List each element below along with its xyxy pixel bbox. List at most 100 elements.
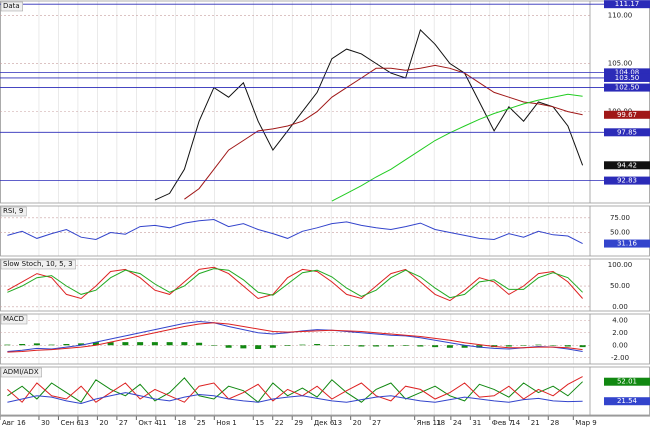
histogram-bar [550,345,557,346]
series-line [154,28,584,201]
plot-area [0,15,590,202]
y-tick-label: 4.00 [612,316,628,324]
y-tick-label: 2.00 [612,329,628,337]
y-tick-label: -2.00 [611,354,629,362]
last-value-tag [604,161,650,170]
histogram-bar [48,344,55,346]
x-tick-label: 15 [255,419,264,427]
histogram-bar [417,345,424,347]
level-tag [604,128,650,137]
x-tick-label: 13 [80,419,89,427]
y-tick-label: 75.00 [610,214,630,222]
level-label: 104.08 [615,68,640,76]
x-tick-label: Дек 6 [314,419,335,427]
last-value-label: 31.16 [617,240,638,248]
histogram-bar [535,344,542,346]
x-tick-label: 27 [372,419,381,427]
histogram-bar [107,342,114,346]
x-tick-label: 22 [275,419,284,427]
level-label: 97.85 [617,128,637,136]
pane-title-box [0,314,28,325]
series-line [7,266,583,302]
histogram-bar [269,345,276,348]
histogram-bar [299,344,306,346]
last-value-label: 94.42 [617,161,637,169]
pane-title-box [0,206,27,217]
histogram-bar [520,345,527,346]
histogram-bar [358,345,365,347]
level-label: 103.50 [615,74,640,82]
x-tick-label: 25 [197,419,206,427]
histogram-bar [314,344,321,346]
x-tick-label: 18 [436,419,445,427]
x-tick-label: 30 [41,419,50,427]
y-tick-label: 105.00 [608,60,633,68]
pane-title-box [0,259,76,270]
histogram-bar [166,342,173,346]
histogram-bar [432,345,439,348]
y-tick-label: 0.00 [612,341,628,349]
x-tick-label: Ноя 1 [216,419,236,427]
level-tag [604,73,650,82]
pane-title: ADMI/ADX [3,368,39,376]
last-value-tag [604,397,650,406]
histogram-bar [122,342,129,346]
level-label: 102.50 [615,84,640,92]
pane-title: MACD [3,315,24,323]
plot-area [0,319,590,359]
x-tick-label: 11 [158,419,167,427]
histogram-bar [4,344,11,346]
x-tick-label: 13 [333,419,342,427]
x-tick-label: 27 [119,419,128,427]
x-tick-label: 18 [177,419,186,427]
last-value-label: 52.01 [617,378,637,386]
histogram-bar [151,342,158,346]
x-tick-label: 28 [550,419,559,427]
x-tick-label: 29 [294,419,303,427]
histogram-bar [33,343,40,346]
x-tick-label: 21 [531,419,540,427]
pane-title-box [0,1,23,12]
histogram-bar [137,342,144,346]
last-value-label: 21.54 [617,397,638,405]
last-value-tag [604,110,650,119]
histogram-bar [78,343,85,346]
x-tick-label: 31 [472,419,481,427]
pane-title-box [0,367,42,378]
histogram-bar [92,342,99,346]
y-tick-label: 110.00 [608,11,633,19]
series-line [331,93,583,202]
histogram-bar [181,342,188,346]
x-tick-label: Янв 11 [417,419,442,427]
y-tick-label: 50.00 [610,228,630,236]
histogram-bar [579,345,586,348]
last-value-tag [604,239,650,248]
y-tick-label: 100.00 [608,261,633,269]
level-label: 111.17 [615,0,640,8]
x-tick-label: 24 [453,419,462,427]
series-line [184,64,583,200]
plot-area [0,217,590,245]
histogram-bar [373,345,380,347]
y-tick-label: 50.00 [610,282,630,290]
histogram-bar [284,345,291,346]
x-tick-label: 14 [511,419,520,427]
level-tag [604,83,650,92]
series-line [7,268,583,299]
level-tag [604,0,650,9]
x-tick-label: Фев 7 [492,419,513,427]
x-tick-label: 20 [99,419,108,427]
histogram-bar [196,342,203,346]
histogram-bar [210,345,217,346]
histogram-bar [240,345,247,349]
histogram-bar [446,345,453,348]
histogram-bar [505,345,512,347]
histogram-bar [343,345,350,346]
series-line [7,377,583,403]
x-tick-label: Сен 6 [60,419,81,427]
x-tick-label: Мар 9 [575,419,596,427]
level-label: 92.83 [617,177,637,185]
histogram-bar [476,345,483,348]
